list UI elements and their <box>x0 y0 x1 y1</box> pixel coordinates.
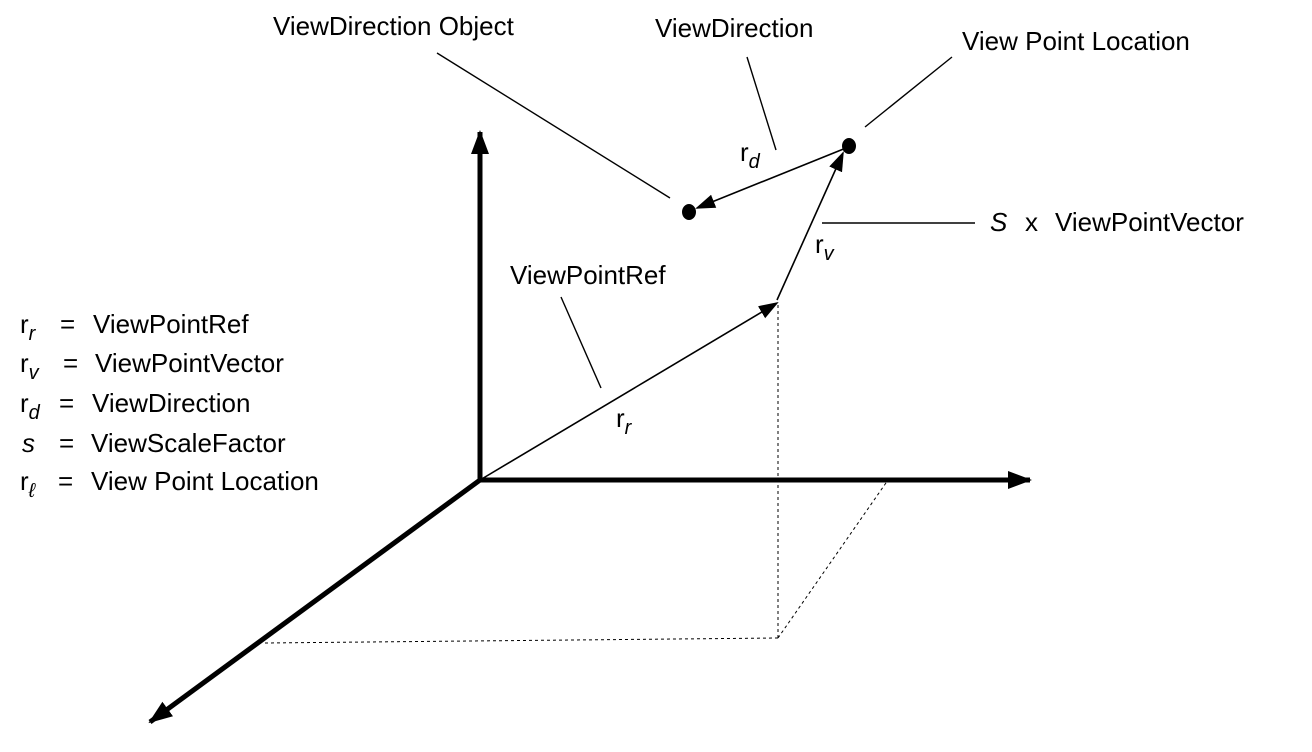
vector-rr <box>479 301 779 481</box>
legend-row-rr: rr = ViewPointRef <box>20 309 249 346</box>
legend-row-rv: rv = ViewPointVector <box>20 348 284 385</box>
leader-lines <box>436 52 975 389</box>
view-direction-object-dot <box>682 204 696 220</box>
label-rr: rr <box>616 403 633 439</box>
label-rv: rv <box>815 229 835 265</box>
z-axis <box>148 477 482 725</box>
label-s-times-vector: S x ViewPointVector <box>990 207 1244 237</box>
view-point-location-dot <box>842 138 856 154</box>
label-view-point-location: View Point Location <box>962 26 1190 56</box>
vector-rd <box>695 147 847 209</box>
label-rd: rd <box>740 137 761 173</box>
vector-rv <box>776 151 844 301</box>
legend-row-rd: rd = ViewDirection <box>20 388 250 425</box>
legend-row-rl: rℓ = View Point Location <box>20 466 319 503</box>
label-view-direction-object: ViewDirection Object <box>273 11 515 41</box>
legend-row-s: s = ViewScaleFactor <box>22 428 286 458</box>
s-symbol: S <box>990 207 1008 237</box>
view-point-vector-text: ViewPointVector <box>1055 207 1244 237</box>
label-view-point-ref: ViewPointRef <box>510 260 666 290</box>
times-symbol: x <box>1025 207 1038 237</box>
label-view-direction: ViewDirection <box>655 13 813 43</box>
legend: rr = ViewPointRef rv = ViewPointVector r… <box>20 309 319 503</box>
projection-lines <box>264 305 889 644</box>
